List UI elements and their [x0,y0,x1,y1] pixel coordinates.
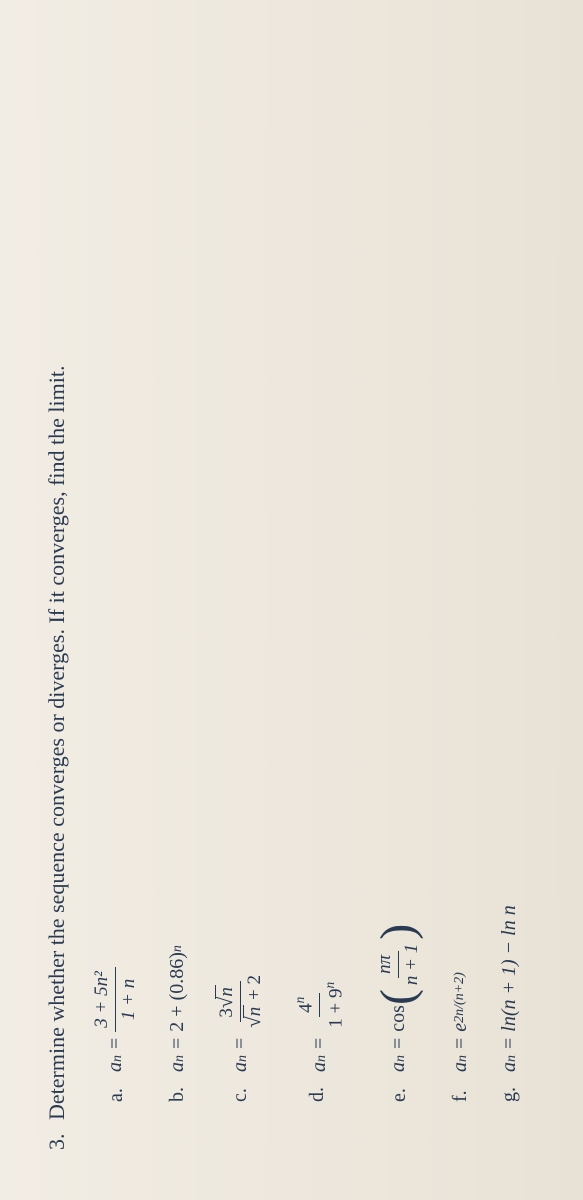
equals-sign: = [387,1038,410,1049]
item-e: e. an = cos ( nπ n + 1 ) [374,50,423,1102]
equals-sign: = [229,1038,252,1049]
var-a: a [449,1062,472,1072]
problem-header: 3. Determine whether the sequence conver… [40,50,73,1150]
item-d-formula: an = 4n 1 + 9n [292,978,348,1072]
item-b-letter: b. [166,1072,189,1102]
item-g-letter: g. [498,1072,521,1102]
sqrt-content: n [215,985,238,999]
page-content: 3. Determine whether the sequence conver… [0,0,583,1200]
items-list: a. an = 3 + 5n² 1 + n b. an = 2 + (0.86 [91,50,521,1102]
sub-n: n [393,1055,409,1062]
sub-n: n [235,1055,251,1062]
fraction-a: 3 + 5n² 1 + n [91,967,140,1032]
den-prefix-d: 1 + 9 [326,989,347,1028]
item-g-formula: an = ln(n + 1) − ln n [498,905,521,1072]
item-d: d. an = 4n 1 + 9n [292,50,348,1102]
fraction-c: 3√n √n + 2 [215,971,266,1032]
numerator-a: 3 + 5n² [91,967,116,1032]
sub-n: n [314,1055,330,1062]
equals-sign: = [104,1038,127,1049]
item-c: c. an = 3√n √n + 2 [215,50,266,1102]
problem-text: Determine whether the sequence converges… [40,50,73,1120]
var-a: a [166,1062,189,1072]
expr-g: ln(n + 1) − ln n [498,905,521,1031]
numerator-e: nπ [374,951,399,978]
fraction-d: 4n 1 + 9n [292,978,348,1032]
a-sub-n: an [308,1055,331,1072]
item-c-letter: c. [215,1072,252,1102]
equals-sign: = [308,1038,331,1049]
a-sub-n: an [229,1055,252,1072]
item-f-formula: an = e2n/(n+2) [449,972,472,1072]
equals-sign: = [449,1038,472,1049]
sub-n: n [172,1055,188,1062]
denominator-d: 1 + 9n [320,978,347,1032]
paren-e: ( nπ n + 1 ) [374,924,423,1005]
exp-f: 2n/(n+2) [452,972,468,1023]
sub-n: n [455,1055,471,1062]
var-a: a [498,1062,521,1072]
numerator-d: 4n [292,993,320,1017]
left-paren: ( [379,989,417,1005]
a-sub-n: an [449,1055,472,1072]
denominator-a: 1 + n [116,975,140,1024]
expr-b-exp: n [170,945,186,952]
a-sub-n: an [104,1055,127,1072]
item-b: b. an = 2 + (0.86)n [166,50,189,1102]
problem-number: 3. [40,1120,73,1150]
item-c-formula: an = 3√n √n + 2 [215,971,266,1072]
sqrt-den-c: √n [243,1005,266,1028]
num-coef-c: 3 [216,1008,237,1018]
item-a-formula: an = 3 + 5n² 1 + n [91,967,140,1072]
item-f-letter: f. [449,1072,472,1102]
denominator-e: n + 1 [399,940,423,989]
item-e-letter: e. [374,1072,411,1102]
a-sub-n: an [498,1055,521,1072]
var-a: a [308,1062,331,1072]
a-sub-n: an [166,1055,189,1072]
den-exp-d: n [322,982,337,989]
sqrt-num-c: √n [215,985,238,1008]
den-plus-c: + 2 [244,975,265,1005]
num-exp-d: n [292,997,307,1004]
numerator-c: 3√n [215,981,241,1021]
fraction-e: nπ n + 1 [374,940,423,989]
var-a: a [104,1062,127,1072]
base-e: e [449,1023,472,1032]
denominator-c: √n + 2 [241,971,266,1032]
item-b-formula: an = 2 + (0.86)n [166,945,189,1072]
num-base-d: 4 [295,1003,316,1013]
var-a: a [387,1062,410,1072]
func-cos: cos [387,1005,410,1032]
item-g: g. an = ln(n + 1) − ln n [498,50,521,1102]
item-d-letter: d. [292,1072,329,1102]
sub-n: n [110,1055,126,1062]
sub-n: n [504,1055,520,1062]
equals-sign: = [166,1038,189,1049]
item-a: a. an = 3 + 5n² 1 + n [91,50,140,1102]
sqrt-content: n [243,1005,266,1019]
expr-b-prefix: 2 + (0.86) [166,952,189,1032]
var-a: a [229,1062,252,1072]
item-a-letter: a. [91,1072,128,1102]
right-paren: ) [379,924,417,940]
equals-sign: = [498,1038,521,1049]
a-sub-n: an [387,1055,410,1072]
item-e-formula: an = cos ( nπ n + 1 ) [374,924,423,1072]
item-f: f. an = e2n/(n+2) [449,50,472,1102]
